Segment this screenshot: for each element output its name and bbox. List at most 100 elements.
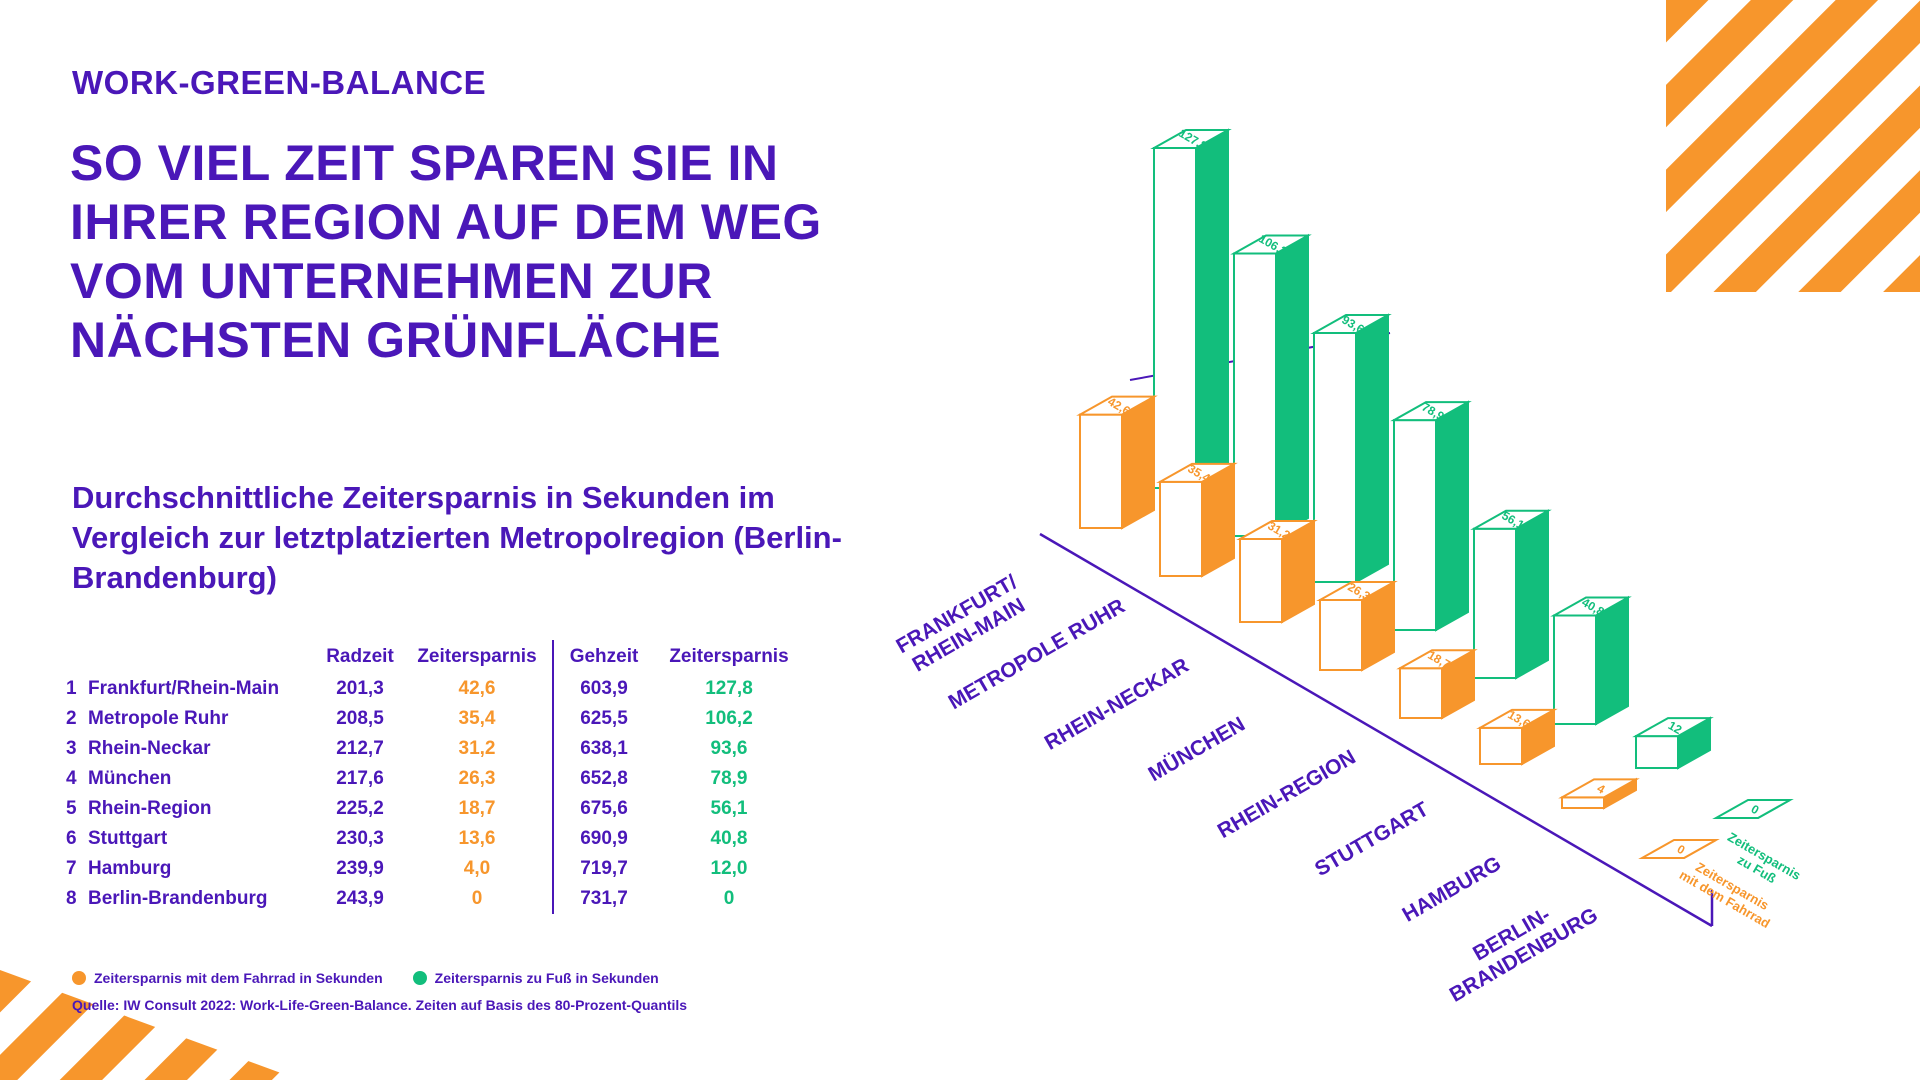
table-cell-name: Metropole Ruhr — [88, 708, 229, 729]
table-cell-zeitersparnis-rad: 42,6 — [458, 678, 496, 699]
kicker-label: WORK-GREEN-BALANCE — [72, 64, 487, 101]
table-row: 1 Frankfurt/Rhein-Main 201,3 42,6 603,9 127,8 — [66, 674, 804, 704]
table-cell-rank: 6 — [66, 828, 77, 849]
legend-dot-orange — [72, 971, 86, 985]
legend: Zeitersparnis mit dem Fahrrad in Sekunde… — [72, 970, 689, 986]
legend-item-fuss: Zeitersparnis zu Fuß in Sekunden — [412, 970, 659, 986]
table-row: 5 Rhein-Region 225,2 18,7 675,6 56,1 — [66, 794, 804, 824]
decorative-stripes-bottom-left — [0, 970, 300, 1080]
table-header-gehzeit: Gehzeit — [552, 640, 654, 674]
table-cell-zeitersparnis-rad: 0 — [471, 888, 483, 909]
bar-green-5-front — [1553, 614, 1597, 725]
bar-green-5-top — [1550, 596, 1632, 617]
table-cell-zeitersparnis-fuss: 106,2 — [705, 708, 753, 729]
bar-green-0: 127,8 — [1150, 126, 1232, 490]
bar-green-4: 56,1 — [1470, 508, 1552, 680]
table-cell-rank: 8 — [66, 888, 77, 909]
bar-orange-3-front — [1319, 599, 1363, 671]
bar-orange-3: 26,3 — [1316, 580, 1398, 672]
table-cell-rank: 3 — [66, 738, 77, 759]
bar-orange-5-front — [1479, 726, 1523, 765]
table-cell-zeitersparnis-rad: 35,4 — [458, 708, 496, 729]
table-cell-zeitersparnis-fuss: 40,8 — [710, 828, 748, 849]
table-cell-zeitersparnis-fuss: 93,6 — [710, 738, 748, 759]
table-cell-name: Stuttgart — [88, 828, 168, 849]
table-cell-radzeit: 208,5 — [336, 708, 384, 729]
table-cell-name: Hamburg — [88, 858, 172, 879]
page-title: SO VIEL ZEIT SPAREN SIE IN IHRER REGION … — [70, 135, 822, 368]
legend-label-fuss: Zeitersparnis zu Fuß in Sekunden — [434, 970, 659, 986]
bar-green-1-side — [1275, 233, 1309, 538]
table-header-zeitersparnis-rad: Zeitersparnis — [417, 646, 537, 667]
bar-orange-5-top — [1476, 708, 1558, 729]
legend-item-fahrrad: Zeitersparnis mit dem Fahrrad in Sekunde… — [72, 970, 383, 986]
bar-orange-6-front — [1561, 796, 1605, 809]
table-cell-zeitersparnis-fuss: 12,0 — [710, 858, 748, 879]
decorative-stripes-top-right — [1666, 0, 1920, 292]
bar-orange-1-top — [1156, 462, 1238, 483]
bar-green-3-front — [1393, 419, 1437, 631]
bar-green-6: 12 — [1632, 716, 1714, 770]
bar-orange-2: 31,2 — [1236, 519, 1318, 624]
bar-green-2-side — [1355, 313, 1389, 584]
table-cell-gehzeit: 675,6 — [552, 794, 654, 824]
table-cell-rank: 1 — [66, 678, 77, 699]
table-cell-name: München — [88, 768, 172, 789]
legend-dot-green — [412, 971, 427, 985]
bar-green-0-side — [1195, 128, 1229, 490]
bar-green-7: 0 — [1712, 799, 1794, 819]
table-cell-radzeit: 201,3 — [336, 678, 384, 699]
bar-orange-0-front — [1079, 413, 1123, 529]
table-cell-name: Berlin-Brandenburg — [88, 888, 268, 909]
table-cell-gehzeit: 625,5 — [552, 704, 654, 734]
table-cell-rank: 5 — [66, 798, 77, 819]
table-cell-zeitersparnis-rad: 13,6 — [458, 828, 496, 849]
bar-orange-5: 13,6 — [1476, 707, 1558, 766]
bar-orange-4: 18,7 — [1396, 648, 1478, 720]
data-table: Radzeit Zeitersparnis Gehzeit Zeiterspar… — [66, 640, 804, 914]
table-row: 8 Berlin-Brandenburg 243,9 0 731,7 0 — [66, 884, 804, 914]
bar-green-6-top — [1632, 717, 1714, 738]
bar-orange-6-top — [1558, 778, 1640, 799]
table-cell-rank: 7 — [66, 858, 77, 879]
bar-orange-2-front — [1239, 538, 1283, 623]
tick-label-line-6-0: HAMBURG — [1399, 852, 1505, 927]
bar-green-1-top — [1230, 234, 1312, 255]
bar-green-2-top — [1310, 314, 1392, 335]
bar-green-0-top — [1150, 129, 1232, 150]
tick-label-3: MÜNCHEN — [1145, 713, 1249, 787]
bar-green-4-front — [1473, 527, 1517, 679]
table-cell-radzeit: 239,9 — [336, 858, 384, 879]
table-row: 7 Hamburg 239,9 4,0 719,7 12,0 — [66, 854, 804, 884]
table-cell-radzeit: 243,9 — [336, 888, 384, 909]
bar-orange-4-front — [1399, 667, 1443, 719]
bar-orange-0-side — [1121, 394, 1155, 530]
source-note: Quelle: IW Consult 2022: Work-Life-Green… — [72, 997, 688, 1013]
bar-orange-4-top — [1396, 649, 1478, 670]
bar-orange-1: 35,4 — [1156, 461, 1238, 578]
table-cell-zeitersparnis-rad: 4,0 — [463, 858, 491, 879]
table-cell-zeitersparnis-fuss: 56,1 — [710, 798, 748, 819]
bar-green-5: 40,8 — [1550, 595, 1632, 726]
bar-green-6-front — [1635, 735, 1679, 769]
bar-green-7-top — [1712, 799, 1794, 819]
bar-orange-6: 4 — [1558, 777, 1640, 810]
bar-green-4-top — [1470, 509, 1552, 530]
table-row: 6 Stuttgart 230,3 13,6 690,9 40,8 — [66, 824, 804, 854]
table-cell-radzeit: 230,3 — [336, 828, 384, 849]
bar-orange-3-top — [1316, 581, 1398, 602]
table-cell-radzeit: 225,2 — [336, 798, 384, 819]
table-cell-radzeit: 212,7 — [336, 738, 384, 759]
table-row: 4 München 217,6 26,3 652,8 78,9 — [66, 764, 804, 794]
bar-orange-0: 42,6 — [1076, 394, 1158, 530]
table-row: 2 Metropole Ruhr 208,5 35,4 625,5 106,2 — [66, 704, 804, 734]
table-cell-gehzeit: 690,9 — [552, 824, 654, 854]
axis-front-line — [1039, 532, 1713, 928]
table-cell-gehzeit: 638,1 — [552, 734, 654, 764]
table-cell-gehzeit: 719,7 — [552, 854, 654, 884]
table-cell-zeitersparnis-fuss: 0 — [723, 888, 735, 909]
table-cell-name: Rhein-Neckar — [88, 738, 211, 759]
bar-green-3-side — [1435, 400, 1469, 632]
tick-label-2: RHEIN-NECKAR — [1041, 654, 1193, 755]
table-header-zeitersparnis-fuss: Zeitersparnis — [669, 646, 789, 667]
